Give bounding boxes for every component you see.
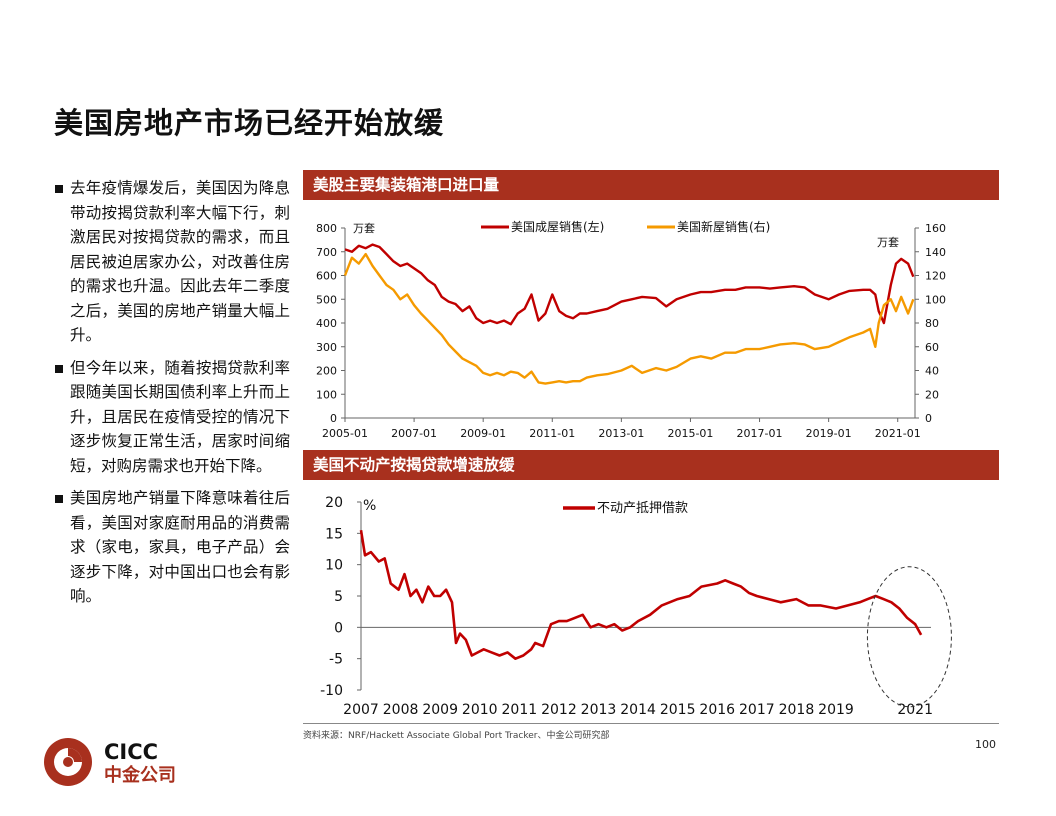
chart1-left-tick-label: 300 <box>316 341 337 354</box>
chart1-left-tick-label: 800 <box>316 222 337 235</box>
chart1-right-tick-label: 60 <box>925 341 939 354</box>
chart1-x-tick-label: 2019-01 <box>806 427 852 440</box>
cicc-logo-mark-icon <box>44 738 92 786</box>
chart2-x-tick-label: 2015 <box>660 702 696 718</box>
chart1-right-tick-label: 20 <box>925 388 939 401</box>
chart2-legend-label-1: 不动产抵押借款 <box>597 501 688 516</box>
chart1-left-tick-label: 0 <box>330 412 337 425</box>
chart2-y-tick-label: -5 <box>329 652 343 668</box>
chart2-x-tick-label: 2014 <box>620 702 656 718</box>
chart2-unit: % <box>363 498 376 514</box>
chart1-right-tick-label: 80 <box>925 317 939 330</box>
bullet-3: 美国房地产销量下降意味着往后看，美国对家庭耐用品的消费需求（家电，家具，电子产品… <box>54 486 290 609</box>
chart1-series-line-1 <box>344 243 915 326</box>
chart2-x-tick-label: 2007 <box>343 702 379 718</box>
chart1-home-sales: 0 100 200 300 400 500 600 700 800 0 20 40 60 80 100 120… <box>316 219 946 440</box>
chart2-y-tick-label: 15 <box>325 526 343 542</box>
chart1-x-tick-label: 2009-01 <box>460 427 506 440</box>
chart1-right-tick-label: 160 <box>925 222 946 235</box>
chart2-x-tick-label: 2021 <box>897 702 933 718</box>
bullet-1: 去年疫情爆发后，美国因为降息带动按揭贷款利率大幅下行，刺激居民对按揭贷款的需求，… <box>54 176 290 348</box>
chart1-x-tick-label: 2005-01 <box>322 427 368 440</box>
page-number: 100 <box>975 738 996 751</box>
chart2-x-tick-label: 2016 <box>699 702 735 718</box>
chart2-x-tick-label: 2012 <box>541 702 577 718</box>
logo-text-en: CICC <box>104 740 158 764</box>
source-note: 资料来源：NRF/Hackett Associate Global Port T… <box>303 731 610 741</box>
chart1-right-unit: 万套 <box>877 236 899 249</box>
chart2-y-tick-label: 5 <box>334 589 343 605</box>
logo-text-cn: 中金公司 <box>104 764 176 786</box>
chart1-left-tick-label: 200 <box>316 365 337 378</box>
chart2-title-bar: 美国不动产按揭贷款增速放缓 <box>303 450 999 480</box>
commentary: 去年疫情爆发后，美国因为降息带动按揭贷款利率大幅下行，刺激居民对按揭贷款的需求，… <box>54 176 290 617</box>
chart2-y-tick-label: 0 <box>334 620 343 636</box>
chart2-x-tick-label: 2011 <box>502 702 538 718</box>
chart1-left-tick-label: 100 <box>316 388 337 401</box>
chart1-right-tick-label: 120 <box>925 270 946 283</box>
chart2-x-tick-label: 2017 <box>739 702 775 718</box>
chart1-right-tick-label: 0 <box>925 412 932 425</box>
bullet-2: 但今年以来，随着按揭贷款利率跟随美国长期国债利率上升而上升，且居民在疫情受控的情… <box>54 356 290 479</box>
chart1-x-tick-label: 2021-01 <box>875 427 921 440</box>
chart1-x-tick-label: 2007-01 <box>391 427 437 440</box>
chart2-y-tick-label: 20 <box>325 495 343 511</box>
chart2-series-line-1 <box>359 529 923 660</box>
chart1-left-tick-label: 400 <box>316 317 337 330</box>
chart1-right-tick-label: 100 <box>925 293 946 306</box>
chart1-series-line-2 <box>343 252 915 385</box>
cicc-logo: CICC 中金公司 <box>44 738 176 786</box>
chart1-left-tick-label: 500 <box>316 293 337 306</box>
chart1-legend-label-1: 美国成屋销售(左) <box>511 219 604 234</box>
chart1-left-tick-label: 600 <box>316 270 337 283</box>
chart2-x-tick-label: 2008 <box>383 702 419 718</box>
footer-divider <box>303 723 999 724</box>
chart1-x-tick-label: 2017-01 <box>737 427 783 440</box>
chart2-y-tick-label: 10 <box>325 558 343 574</box>
chart1-x-tick-label: 2015-01 <box>667 427 713 440</box>
chart2-highlight-ellipse <box>866 566 952 708</box>
chart2-x-tick-label: 2009 <box>422 702 458 718</box>
chart2-x-tick-label: 2019 <box>818 702 854 718</box>
chart1-legend-label-2: 美国新屋销售(右) <box>677 219 770 234</box>
chart2-y-tick-label: -10 <box>320 683 343 699</box>
chart1-x-tick-label: 2011-01 <box>529 427 575 440</box>
chart1-title-bar: 美股主要集装箱港口进口量 <box>303 170 999 200</box>
chart2-x-tick-label: 2010 <box>462 702 498 718</box>
chart2-x-tick-label: 2013 <box>581 702 617 718</box>
chart1-left-tick-label: 700 <box>316 246 337 259</box>
page-title: 美国房地产市场已经开始放缓 <box>54 106 445 140</box>
chart1-x-tick-label: 2013-01 <box>598 427 644 440</box>
chart1-right-tick-label: 40 <box>925 365 939 378</box>
chart1-left-unit: 万套 <box>353 222 375 235</box>
chart1-right-tick-label: 140 <box>925 246 946 259</box>
chart2-x-tick-label: 2018 <box>779 702 815 718</box>
